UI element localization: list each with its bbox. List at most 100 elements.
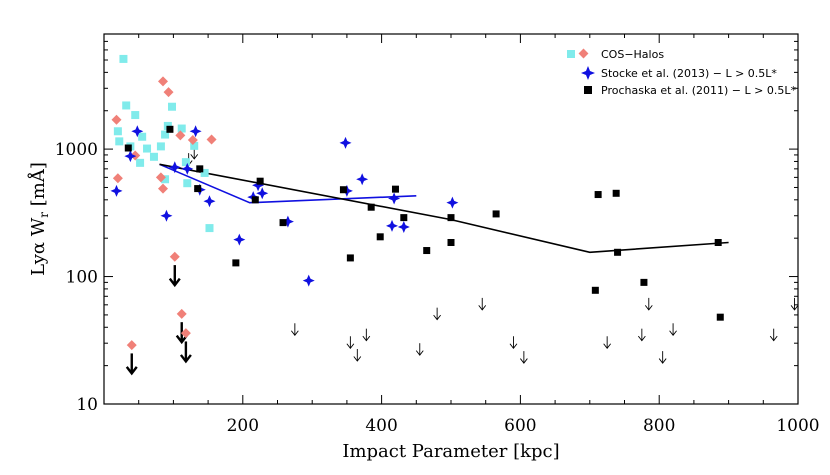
- cos-halos-diamond-point: [175, 130, 186, 141]
- upper-limit-arrow: [603, 336, 612, 350]
- prochaska-square-point: [492, 210, 500, 218]
- upper-limit-arrow: [353, 349, 362, 362]
- upper-limit-arrow: [769, 328, 778, 342]
- cos-halos-square-point: [168, 102, 177, 111]
- prochaska-square-point: [196, 165, 204, 173]
- upper-limit-arrow: [509, 336, 518, 350]
- upper-limit-arrow: [290, 323, 299, 337]
- cos-halos-square-point: [205, 224, 214, 233]
- prochaska-square-point: [391, 185, 399, 193]
- cos-halos-square-point: [131, 111, 140, 120]
- stocke-median-line: [159, 163, 417, 204]
- x-tick-label: 200: [227, 416, 259, 436]
- cos-halos-square-point: [113, 127, 122, 136]
- cos-halos-diamond-point: [112, 173, 123, 184]
- prochaska-square-point: [279, 219, 287, 227]
- cos-halos-diamond-point: [169, 251, 180, 262]
- stocke-star-point: [252, 179, 265, 192]
- legend: COS−Halos Stocke et al. (2013) − L > 0.5…: [567, 48, 796, 97]
- prochaska-square-point: [447, 214, 455, 222]
- prochaska-square-point: [256, 177, 264, 185]
- prochaska-square-point: [346, 254, 354, 262]
- prochaska-square-point: [367, 203, 375, 211]
- cos-halos-diamond-point: [187, 134, 198, 145]
- prochaska-square-point: [339, 186, 347, 194]
- stocke-star-point: [256, 187, 269, 200]
- legend-label-stocke: Stocke et al. (2013) − L > 0.5L*: [601, 67, 777, 80]
- stocke-star-point: [281, 215, 294, 228]
- cos-halos-square-point: [122, 101, 131, 110]
- cos-halos-diamond-point: [126, 340, 137, 351]
- stocke-star-point: [124, 150, 137, 163]
- cos-halos-square-point: [156, 142, 165, 151]
- cos-halos-diamond-point: [130, 150, 141, 161]
- stocke-star-point: [160, 209, 173, 222]
- upper-limit-arrow-bold: [175, 322, 188, 345]
- y-axis-title: Lyα Wr [mÅ]: [27, 162, 51, 276]
- legend-swatch-stocke: [581, 66, 595, 80]
- cos-halos-square-point: [190, 141, 199, 150]
- legend-label-cos-halos: COS−Halos: [601, 48, 664, 61]
- prochaska-median-line: [159, 163, 729, 254]
- prochaska-square-point: [166, 125, 174, 133]
- upper-limit-arrow: [790, 297, 799, 311]
- upper-limit-arrow-bold: [125, 353, 138, 376]
- stocke-star-point: [388, 192, 401, 205]
- stocke-star-point: [203, 195, 216, 208]
- x-axis-title: Impact Parameter [kpc]: [342, 441, 559, 462]
- upper-limit-arrow: [520, 351, 528, 364]
- upper-limit-arrow: [362, 328, 371, 342]
- cos-halos-square-point: [143, 144, 152, 153]
- stocke-star-point: [168, 161, 181, 174]
- prochaska-square-point: [124, 144, 132, 152]
- upper-limit-arrow: [433, 307, 441, 321]
- y-axis-title-unit: [mÅ]: [27, 162, 49, 212]
- prochaska-square-point: [594, 191, 602, 199]
- y-tick-label: 10: [76, 395, 98, 415]
- upper-limit-arrow: [346, 336, 355, 350]
- prochaska-square-point: [232, 259, 240, 267]
- x-tick-label: 400: [365, 416, 397, 436]
- prochaska-square-point: [591, 286, 599, 294]
- cos-halos-diamond-point: [157, 76, 168, 87]
- prochaska-square-point: [714, 238, 722, 246]
- prochaska-square-point: [376, 233, 384, 241]
- stocke-star-point: [233, 233, 246, 246]
- cos-halos-diamond-point: [180, 328, 191, 339]
- cos-halos-square-point: [161, 175, 170, 184]
- cos-halos-diamond-point: [111, 114, 122, 125]
- prochaska-square-point: [194, 185, 202, 193]
- cos-halos-square-point: [183, 179, 192, 188]
- prochaska-square-point: [716, 313, 724, 321]
- prochaska-square-point: [612, 189, 620, 197]
- y-tick-label: 100: [66, 268, 98, 288]
- prochaska-square-point: [447, 238, 455, 246]
- cos-halos-square-point: [115, 137, 124, 146]
- upper-limit-arrow: [415, 343, 424, 356]
- x-tick-label: 1000: [776, 416, 819, 436]
- stocke-star-point: [356, 173, 369, 186]
- y-axis-title-main: Lyα W: [28, 217, 49, 276]
- cos-halos-square-point: [177, 124, 186, 133]
- axis-ticks: [103, 33, 799, 405]
- prochaska-square-point: [423, 247, 431, 255]
- prochaska-square-point: [251, 196, 259, 204]
- cos-halos-square-point: [119, 54, 128, 63]
- upper-limit-arrow-bold: [179, 341, 192, 364]
- stocke-star-point: [181, 162, 194, 175]
- cos-halos-diamond-point: [157, 183, 168, 194]
- x-tick-label: 800: [643, 416, 675, 436]
- cos-halos-square-point: [181, 158, 190, 167]
- cos-halos-square-point: [149, 152, 158, 161]
- upper-limit-arrow: [644, 297, 653, 311]
- cos-halos-diamond-point: [155, 172, 166, 183]
- prochaska-square-point: [614, 248, 622, 256]
- cos-halos-diamond-point: [206, 134, 217, 145]
- stocke-star-point: [110, 184, 123, 197]
- stocke-star-point: [189, 125, 202, 138]
- legend-swatch-cos-diamond: [578, 48, 589, 59]
- prochaska-square-point: [400, 214, 408, 222]
- y-axis-title-subscript: r: [37, 212, 51, 218]
- upper-limit-arrow-bold: [168, 265, 181, 288]
